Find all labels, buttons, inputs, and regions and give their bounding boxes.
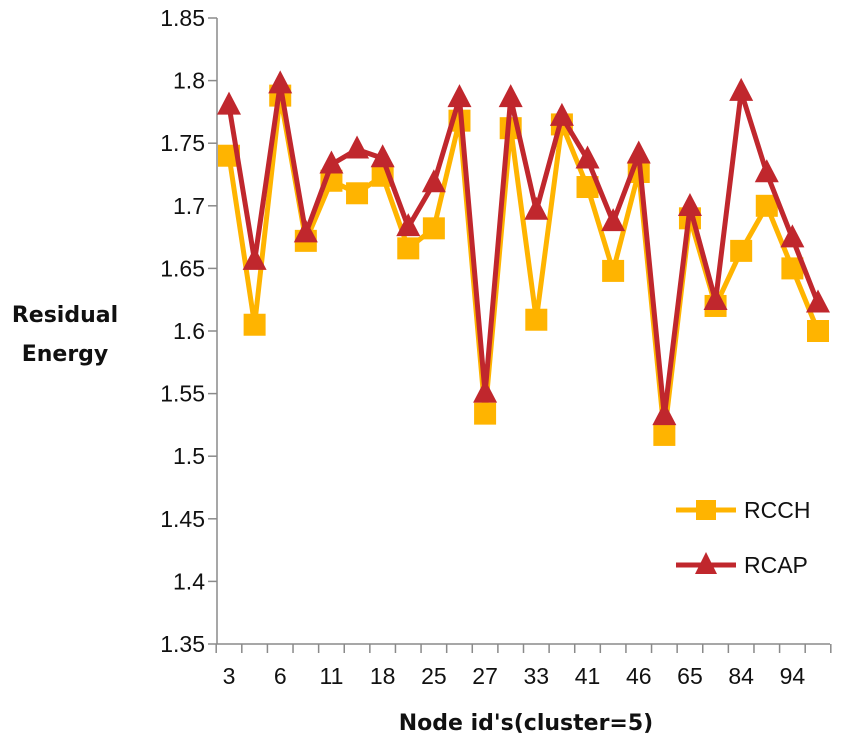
y-tick-label: 1.55 [160, 381, 205, 407]
data-point-rcap [447, 84, 472, 108]
y-tick-label: 1.4 [173, 568, 205, 594]
x-tick-label: 33 [524, 663, 550, 689]
data-point-rcap [293, 219, 318, 243]
data-point-rcap [421, 169, 446, 193]
data-point-rcch [653, 423, 676, 446]
series-rcap [217, 70, 830, 426]
data-point-rcap [549, 102, 574, 126]
data-point-rcap [498, 84, 523, 108]
y-axis: 1.35 1.4 1.45 1.5 1.55 1.6 1.65 1.7 1.75 1.8 1.85 [160, 5, 218, 657]
y-tick-label: 1.8 [173, 68, 205, 94]
data-point-rcch [807, 320, 829, 342]
x-tick-label: 41 [575, 663, 601, 689]
data-point-rcch [474, 402, 497, 425]
data-point-rcch [781, 257, 804, 280]
legend-rcch-label: RCCH [744, 497, 810, 523]
x-axis-title: Node id's(cluster=5) [399, 711, 653, 736]
data-point-rcap [242, 246, 267, 270]
y-axis-title-line-2: Energy [22, 342, 109, 367]
plot-series [217, 70, 830, 446]
y-tick-label: 1.6 [173, 318, 205, 344]
legend-rcap-label: RCAP [744, 552, 808, 578]
legend-rcch-marker [696, 500, 716, 520]
data-point-rcch [243, 313, 266, 336]
data-point-rcch [397, 237, 420, 260]
data-point-rcap [575, 145, 600, 169]
data-point-rcch [525, 308, 548, 331]
data-point-rcap [806, 289, 830, 313]
data-point-rcap [524, 196, 549, 220]
data-point-rcap [370, 144, 395, 168]
data-point-rcap [473, 379, 498, 403]
x-tick-label: 46 [626, 663, 652, 689]
y-tick-label: 1.5 [173, 443, 205, 469]
x-tick-label: 94 [780, 663, 806, 689]
y-tick-label: 1.65 [160, 255, 205, 281]
data-point-rcap [729, 77, 754, 101]
series-line-rcap [226, 81, 821, 419]
data-point-rcap [601, 208, 626, 232]
data-point-rcch [755, 194, 778, 217]
data-point-rcap [780, 224, 805, 248]
data-point-rcap [626, 140, 651, 164]
data-point-rcap [754, 159, 779, 183]
data-point-rcap [677, 193, 702, 217]
x-tick-label: 11 [319, 663, 343, 689]
y-tick-label: 1.7 [173, 193, 205, 219]
data-point-rcap [217, 91, 241, 115]
y-tick-label: 1.35 [160, 631, 205, 657]
data-point-rcap [396, 213, 421, 237]
y-tick-label: 1.85 [160, 5, 205, 31]
x-tick-label: 27 [472, 663, 498, 689]
x-tick-label: 65 [677, 663, 703, 689]
legend: RCCH RCAP [676, 497, 810, 578]
y-tick-label: 1.45 [160, 506, 205, 532]
data-point-rcap [652, 402, 677, 426]
data-point-rcap [703, 286, 728, 310]
x-tick-label: 25 [421, 663, 447, 689]
x-tick-label: 84 [728, 663, 754, 689]
x-tick-label: 18 [370, 663, 396, 689]
x-tick-label: 3 [223, 663, 236, 689]
x-axis: 3 6 11 18 25 27 33 41 46 65 84 94 [215, 643, 832, 689]
y-tick-label: 1.75 [160, 130, 205, 156]
data-point-rcch [730, 239, 753, 262]
data-point-rcch [422, 217, 445, 240]
data-point-rcch [346, 182, 369, 205]
legend-rcap-marker [695, 552, 717, 574]
x-tick-label: 6 [274, 663, 287, 689]
data-point-rcap [268, 70, 293, 94]
data-point-rcap [345, 135, 370, 159]
data-point-rcch [576, 176, 599, 199]
y-axis-title-line-1: Residual [12, 303, 118, 328]
data-point-rcap [319, 150, 344, 174]
data-point-rcch [602, 259, 625, 282]
